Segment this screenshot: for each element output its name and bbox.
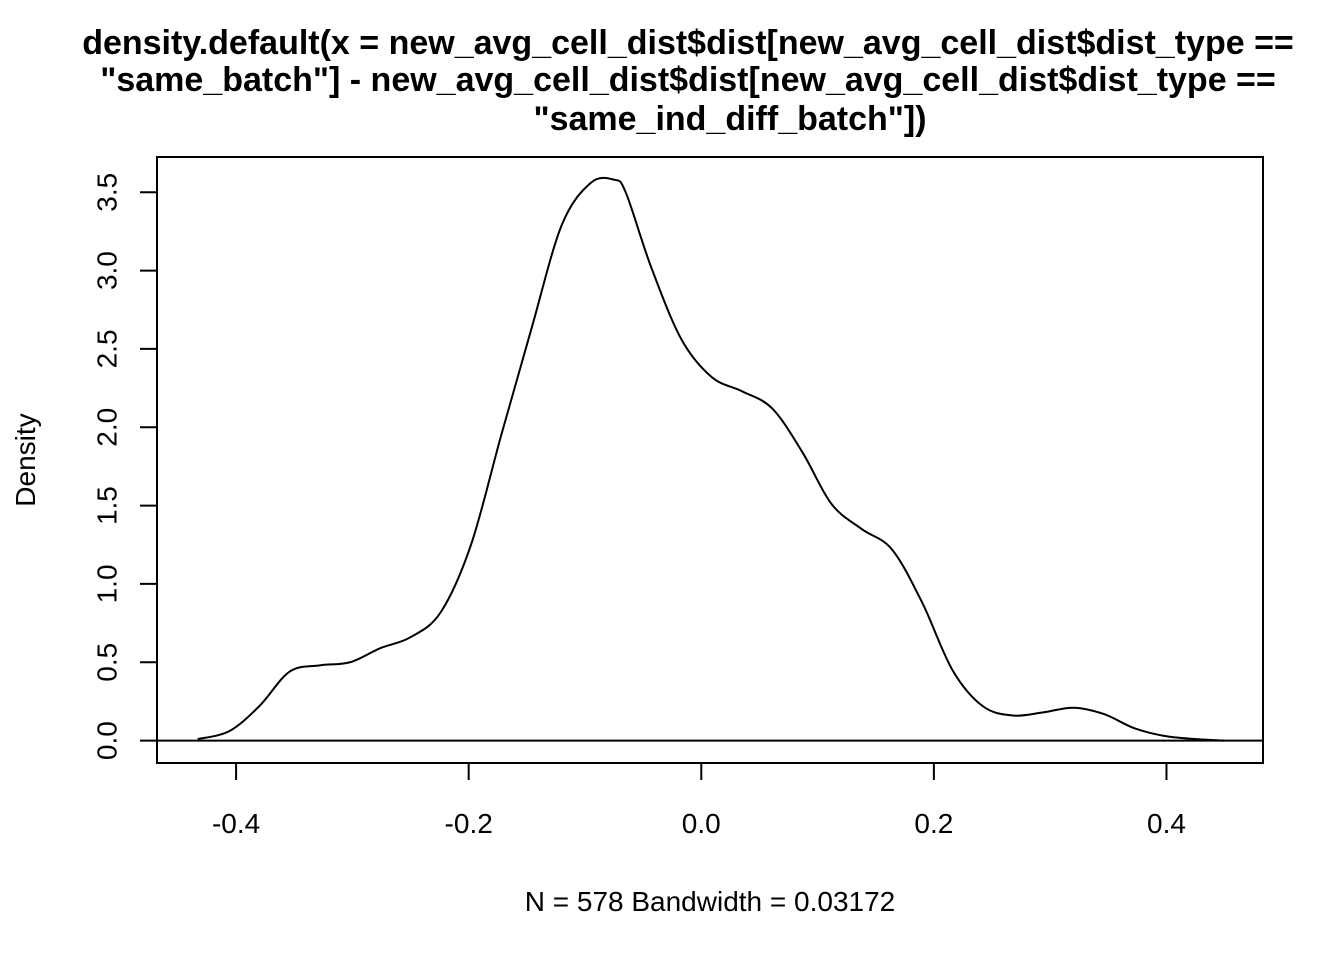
x-tick-label: 0.4 — [1147, 808, 1186, 839]
density-curve — [197, 176, 1225, 742]
x-tick-label: 0.0 — [682, 808, 721, 839]
y-axis-label: Density — [10, 413, 41, 506]
y-tick-label: 2.5 — [91, 329, 122, 368]
y-axis: 0.0 0.5 1.0 1.5 2.0 2.5 3.0 3.5 — [91, 173, 158, 760]
y-tick-label: 3.5 — [91, 173, 122, 212]
x-tick-label: -0.4 — [212, 808, 260, 839]
y-tick-label: 1.5 — [91, 486, 122, 525]
chart-title-line-1: density.default(x = new_avg_cell_dist$di… — [82, 24, 1294, 62]
y-tick-label: 0.5 — [91, 643, 122, 682]
x-axis: -0.4 -0.2 0.0 0.2 0.4 — [212, 762, 1186, 839]
chart-title: density.default(x = new_avg_cell_dist$di… — [82, 24, 1294, 138]
x-tick-label: -0.2 — [445, 808, 493, 839]
y-tick-label: 3.0 — [91, 251, 122, 290]
chart-title-line-3: "same_ind_diff_batch"]) — [533, 100, 926, 138]
x-axis-label: N = 578 Bandwidth = 0.03172 — [525, 886, 896, 917]
y-tick-label: 0.0 — [91, 721, 122, 760]
x-tick-label: 0.2 — [914, 808, 953, 839]
chart-title-line-2: "same_batch"] - new_avg_cell_dist$dist[n… — [100, 61, 1276, 99]
y-tick-label: 2.0 — [91, 408, 122, 447]
y-tick-label: 1.0 — [91, 564, 122, 603]
plot-frame — [156, 156, 1264, 764]
plot-area — [157, 176, 1263, 742]
